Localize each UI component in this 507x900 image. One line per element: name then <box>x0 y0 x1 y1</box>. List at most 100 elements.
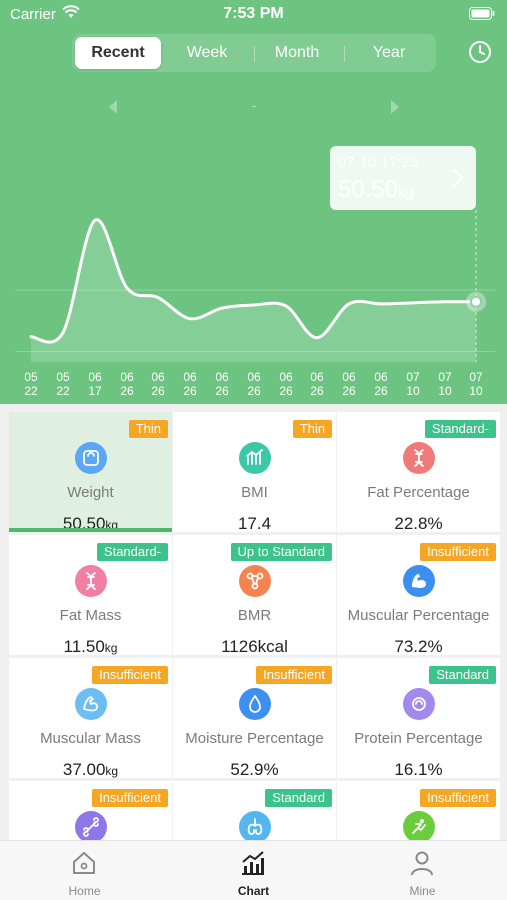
metric-card[interactable]: Insufficient Muscular Mass 37.00kg <box>9 658 172 778</box>
metric-card[interactable]: Up to Standard BMR 1126kcal <box>173 535 336 655</box>
metric-name: Weight <box>67 484 114 501</box>
status-badge: Insufficient <box>420 543 496 561</box>
bone-icon <box>75 811 107 840</box>
history-clock-icon[interactable] <box>468 40 492 64</box>
metric-name: Muscular Mass <box>40 730 141 747</box>
metric-value-number: 22.8% <box>394 514 443 532</box>
metric-value: 11.50kg <box>9 637 172 655</box>
carrier-label: Carrier <box>10 6 56 23</box>
metric-card[interactable]: Insufficient <box>337 781 500 840</box>
metric-value: 16.1% <box>337 760 500 778</box>
metric-name: Muscular Percentage <box>347 607 490 624</box>
metric-value: 22.8% <box>337 514 500 532</box>
metric-card[interactable]: Standard- Fat Mass 11.50kg <box>9 535 172 655</box>
metric-card[interactable]: Thin Weight 50.50kg <box>9 412 172 532</box>
wifi-icon <box>62 5 80 18</box>
weight-area <box>31 219 476 362</box>
metric-card[interactable]: Standard Protein Percentage 16.1% <box>337 658 500 778</box>
bmi-chart-icon <box>239 442 271 474</box>
status-badge: Insufficient <box>92 666 168 684</box>
tab-home[interactable]: Home <box>0 841 169 900</box>
metric-name: Fat Mass <box>59 607 122 624</box>
range-label: - <box>251 98 257 113</box>
chart-icon <box>242 851 264 875</box>
x-tick-label: 06 17 <box>88 370 102 398</box>
segment-month[interactable]: Month <box>274 44 320 61</box>
metric-value-number: 37.00 <box>62 760 106 778</box>
x-tick-label: 06 26 <box>342 370 356 398</box>
water-drop-icon <box>239 688 271 720</box>
tab-home-label: Home <box>68 884 101 898</box>
weight-line <box>29 218 478 344</box>
protein-icon <box>403 688 435 720</box>
scale-icon <box>75 442 107 474</box>
molecule-icon <box>239 565 271 597</box>
x-tick-label: 06 26 <box>120 370 134 398</box>
metric-value: 73.2% <box>337 637 500 655</box>
chevron-right-icon[interactable] <box>452 168 464 188</box>
metric-value-number: 73.2% <box>394 637 443 655</box>
tab-bar: Home Chart Mine <box>0 840 507 900</box>
metric-card[interactable]: Insufficient Moisture Percentage 52.9% <box>173 658 336 778</box>
metric-value: 37.00kg <box>9 760 172 778</box>
metric-value: 1126kcal <box>173 637 336 655</box>
metrics-grid: Thin Weight 50.50 kg Thin BMI 17.4 Standard- Fat… <box>0 404 507 840</box>
x-tick-label: 06 26 <box>151 370 165 398</box>
status-badge: Thin <box>128 420 168 438</box>
person-icon <box>411 851 433 876</box>
dna-icon <box>75 565 107 597</box>
status-badge: Standard- <box>96 543 168 561</box>
weight-trend-chart[interactable] <box>0 140 507 400</box>
selected-point-tooltip[interactable]: 07-10 17:23 50.50kg <box>330 146 476 210</box>
metric-card[interactable]: Insufficient Muscular Percentage 73.2% <box>337 535 500 655</box>
metric-name: BMI <box>241 484 268 501</box>
status-badge: Up to Standard <box>230 543 332 561</box>
x-tick-label: 05 22 <box>56 370 70 398</box>
period-segmented-control: Recent Week Month Year <box>72 34 436 72</box>
dna-icon <box>403 442 435 474</box>
tooltip-value: 50.50kg <box>338 176 414 204</box>
metric-card[interactable]: Standard- Fat Percentage 22.8% <box>337 412 500 532</box>
segment-week[interactable]: Week <box>186 44 228 61</box>
status-badge: Standard <box>429 666 496 684</box>
status-badge: Standard- <box>424 420 496 438</box>
metric-value-number: 1126kcal <box>221 637 288 655</box>
metric-value-number: 50.50 <box>62 514 106 532</box>
segment-recent[interactable]: Recent <box>75 37 161 69</box>
metric-name: Fat Percentage <box>367 484 470 501</box>
metric-name: Moisture Percentage <box>185 730 324 747</box>
selected-point[interactable] <box>470 295 482 308</box>
x-tick-label: 06 26 <box>183 370 197 398</box>
segment-year[interactable]: Year <box>372 44 406 61</box>
x-tick-label: 07 10 <box>438 370 452 398</box>
x-tick-label: 06 26 <box>310 370 324 398</box>
metric-card[interactable]: Insufficient <box>9 781 172 840</box>
next-range-arrow-icon[interactable] <box>390 99 400 115</box>
home-icon <box>73 852 95 874</box>
x-tick-label: 06 26 <box>247 370 261 398</box>
status-badge: Standard <box>265 789 332 807</box>
tab-chart[interactable]: Chart <box>169 841 338 900</box>
status-badge: Thin <box>292 420 332 438</box>
metric-value-unit: kg <box>105 764 119 778</box>
metric-card[interactable]: Standard <box>173 781 336 840</box>
lungs-icon <box>239 811 271 840</box>
battery-icon <box>469 7 495 20</box>
status-badge: Insufficient <box>256 666 332 684</box>
tab-mine[interactable]: Mine <box>338 841 507 900</box>
previous-range-arrow-icon[interactable] <box>108 99 118 115</box>
x-tick-label: 07 10 <box>469 370 483 398</box>
stretch-icon <box>403 811 435 840</box>
tooltip-value-number: 50.50 <box>338 176 399 203</box>
metric-value-unit: kg <box>104 641 118 655</box>
metric-value-number: 52.9% <box>230 760 279 778</box>
metric-name: Protein Percentage <box>354 730 483 747</box>
x-tick-label: 05 22 <box>24 370 38 398</box>
metric-card[interactable]: Thin BMI 17.4 <box>173 412 336 532</box>
tooltip-background <box>330 146 476 210</box>
selected-indicator <box>9 528 172 532</box>
metric-name: BMR <box>237 607 272 624</box>
metric-value-number: 11.50 <box>63 637 105 655</box>
metric-value-number: 17.4 <box>237 514 272 532</box>
x-tick-label: 06 26 <box>279 370 293 398</box>
